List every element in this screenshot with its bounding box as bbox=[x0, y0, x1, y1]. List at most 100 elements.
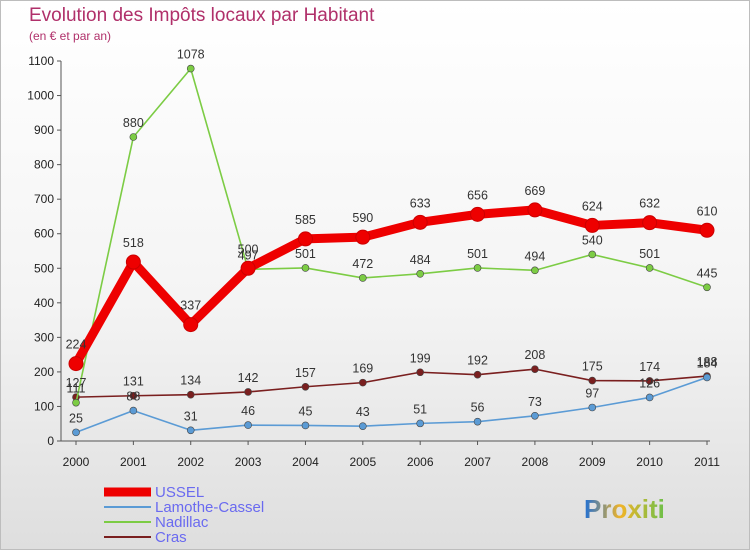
data-label: 157 bbox=[295, 366, 316, 380]
data-point bbox=[301, 382, 310, 391]
data-point bbox=[473, 417, 482, 426]
data-point bbox=[531, 411, 539, 420]
y-tick-label: 900 bbox=[34, 123, 54, 137]
data-point bbox=[531, 266, 539, 275]
series-line-2 bbox=[75, 67, 708, 404]
data-point bbox=[129, 133, 138, 141]
proxiti-logo: Proxiti bbox=[584, 494, 665, 524]
y-tick-label: 700 bbox=[34, 192, 54, 206]
data-point bbox=[416, 368, 424, 377]
data-point-ussel bbox=[470, 206, 486, 222]
y-tick-label: 500 bbox=[34, 261, 54, 275]
legend-label-2: Nadillac bbox=[155, 514, 209, 531]
data-point bbox=[703, 283, 711, 292]
data-label: 131 bbox=[123, 375, 144, 389]
x-tick-label: 2007 bbox=[464, 455, 491, 469]
data-point bbox=[645, 377, 654, 385]
data-label: 540 bbox=[582, 233, 603, 247]
data-label: 497 bbox=[238, 248, 259, 262]
data-label: 188 bbox=[697, 355, 718, 369]
chart-subtitle: (en € et par an) bbox=[29, 29, 112, 43]
data-labels: 127 131 134 142 157 169 199 192 208 175 174 188 25 88… bbox=[66, 48, 718, 426]
data-label: 56 bbox=[471, 401, 485, 415]
legend-label-0: USSEL bbox=[155, 484, 204, 501]
x-tick-label: 2011 bbox=[694, 455, 720, 469]
data-label: 169 bbox=[352, 362, 373, 376]
x-tick-label: 2001 bbox=[120, 455, 147, 469]
series-line-1 bbox=[75, 376, 708, 434]
y-tick-label: 400 bbox=[34, 296, 54, 310]
x-tick-label: 2005 bbox=[349, 455, 376, 469]
data-label: 127 bbox=[66, 376, 87, 390]
data-label: 472 bbox=[352, 257, 373, 271]
x-tick-label: 2006 bbox=[407, 455, 434, 469]
data-point bbox=[186, 390, 195, 399]
data-point bbox=[244, 421, 252, 429]
data-label: 880 bbox=[123, 116, 144, 130]
x-tick-label: 2003 bbox=[235, 455, 262, 469]
data-label: 184 bbox=[697, 356, 718, 370]
data-point bbox=[416, 269, 424, 278]
data-label: 1078 bbox=[177, 48, 205, 62]
data-label: 73 bbox=[528, 395, 542, 409]
x-tick-label: 2004 bbox=[292, 455, 319, 469]
y-tick-label: 300 bbox=[34, 330, 54, 344]
data-point bbox=[645, 393, 654, 402]
data-point bbox=[473, 370, 482, 379]
data-point bbox=[301, 421, 310, 430]
y-tick-label: 200 bbox=[34, 365, 54, 379]
data-label: 445 bbox=[697, 266, 718, 280]
chart-title: Evolution des Impôts locaux par Habitant bbox=[29, 5, 375, 26]
data-label: 501 bbox=[295, 247, 316, 261]
data-label: 585 bbox=[295, 213, 316, 227]
data-label: 500 bbox=[238, 242, 259, 256]
data-label: 45 bbox=[299, 404, 313, 418]
data-point bbox=[129, 406, 138, 415]
data-point bbox=[129, 391, 138, 400]
data-label: 88 bbox=[126, 390, 140, 404]
data-point bbox=[301, 264, 310, 272]
series-line-3 bbox=[75, 368, 708, 398]
y-tick-label: 600 bbox=[34, 227, 54, 241]
y-tick-label: 800 bbox=[34, 158, 54, 172]
data-label: 501 bbox=[639, 247, 660, 261]
data-point bbox=[359, 274, 367, 282]
data-point bbox=[186, 64, 195, 73]
data-point-ussel bbox=[297, 231, 313, 247]
data-point bbox=[531, 365, 539, 373]
data-label: 494 bbox=[524, 249, 545, 263]
data-point-ussel bbox=[527, 202, 543, 218]
legend-label-3: Cras bbox=[155, 529, 187, 546]
data-label: 624 bbox=[582, 199, 603, 213]
x-tick-label: 2002 bbox=[177, 455, 204, 469]
y-tick-label: 1100 bbox=[28, 54, 54, 68]
data-point bbox=[72, 428, 80, 437]
data-point bbox=[244, 388, 252, 396]
y-tick-label: 0 bbox=[47, 434, 54, 448]
data-label: 126 bbox=[639, 376, 660, 390]
data-point bbox=[416, 419, 424, 428]
data-point bbox=[359, 378, 367, 387]
series-layer bbox=[68, 64, 715, 437]
data-label: 175 bbox=[582, 360, 603, 374]
data-point-ussel bbox=[642, 215, 658, 231]
data-label: 134 bbox=[180, 374, 201, 388]
data-label: 337 bbox=[180, 299, 201, 313]
y-tick-label: 1000 bbox=[27, 89, 54, 103]
data-point bbox=[703, 373, 711, 382]
data-label: 610 bbox=[697, 204, 718, 218]
data-label: 97 bbox=[585, 386, 599, 400]
data-point bbox=[588, 376, 597, 385]
data-point bbox=[359, 422, 367, 430]
data-label: 31 bbox=[184, 409, 198, 423]
data-label: 142 bbox=[238, 371, 259, 385]
x-tick-label: 2010 bbox=[636, 455, 663, 469]
data-label: 518 bbox=[123, 236, 144, 250]
data-point-ussel bbox=[412, 214, 428, 230]
data-label: 174 bbox=[639, 360, 660, 374]
data-point-ussel bbox=[240, 260, 256, 276]
data-point-ussel bbox=[355, 229, 371, 245]
data-label: 669 bbox=[524, 184, 545, 198]
